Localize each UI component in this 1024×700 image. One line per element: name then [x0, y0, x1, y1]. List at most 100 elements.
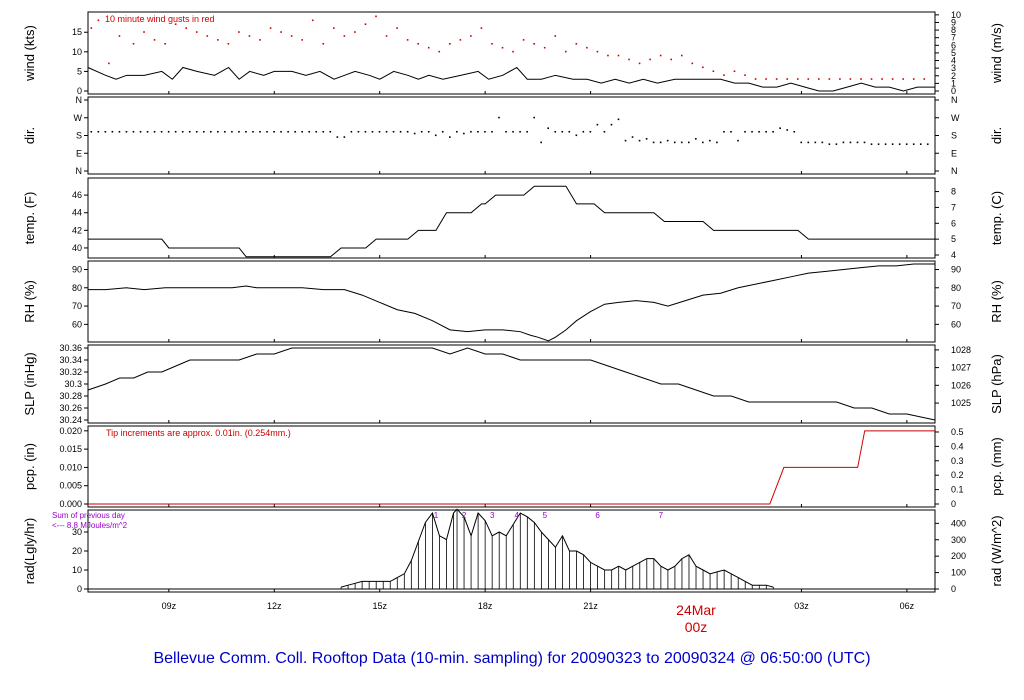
right-tick-label: 4 [951, 250, 956, 260]
dir-point [357, 130, 360, 133]
right-tick-label: W [951, 113, 960, 123]
left-tick-label: 0.005 [59, 481, 82, 491]
dir-point [350, 130, 353, 133]
gust-point [238, 31, 240, 33]
dir-point [399, 130, 402, 133]
left-tick-label: 42 [72, 225, 82, 235]
right-axis-label: dir. [989, 127, 1004, 144]
dir-point [266, 130, 268, 133]
dir-point [638, 139, 641, 142]
gust-point [849, 78, 852, 80]
left-tick-label: 0.015 [59, 444, 82, 454]
gust-point [108, 62, 110, 65]
dir-point [842, 141, 845, 144]
right-tick-label: 200 [951, 551, 966, 561]
gust-point [744, 74, 746, 76]
dir-point [744, 130, 746, 133]
right-tick-label: 2 [951, 71, 956, 81]
gust-point [575, 42, 578, 45]
dir-point [687, 141, 690, 144]
right-axis-label: rad (W/m^2) [989, 515, 1004, 586]
left-tick-label: 0 [77, 86, 82, 96]
gust-point [522, 39, 525, 41]
left-tick-label: W [74, 113, 83, 123]
dir-point [441, 130, 444, 133]
right-tick-label: 6 [951, 218, 956, 228]
left-tick-label: S [76, 131, 82, 141]
gust-point [385, 35, 388, 37]
left-tick-label: 0.020 [59, 426, 82, 436]
right-axis-label: wind (m/s) [989, 23, 1004, 84]
gust-point [554, 35, 557, 37]
panel-frame [87, 11, 936, 95]
right-tick-label: 5 [951, 234, 956, 244]
gust-point [470, 35, 472, 37]
dir-point [146, 130, 149, 133]
gust-point [712, 70, 715, 73]
left-tick-label: 46 [72, 190, 82, 200]
gust-point [448, 42, 451, 45]
dir-point [125, 130, 128, 133]
dir-point [652, 141, 655, 144]
gust-point [290, 35, 293, 37]
dir-point [519, 130, 521, 133]
right-axis-label: RH (%) [989, 280, 1004, 323]
right-tick-label: 0.2 [951, 470, 964, 480]
gust-point [343, 35, 346, 37]
dir-point [582, 130, 585, 133]
right-tick-label: 70 [951, 301, 961, 311]
left-tick-label: 80 [72, 283, 82, 293]
dir-point [181, 130, 184, 133]
right-tick-label: 1027 [951, 363, 971, 373]
dir-point [709, 139, 711, 142]
right-tick-label: 8 [951, 25, 956, 35]
date-label: 24Mar [676, 602, 716, 618]
dir-point [336, 136, 339, 138]
gust-point [280, 31, 282, 33]
pcp-line [88, 430, 935, 505]
gust-point [870, 78, 873, 80]
left-tick-label: 44 [72, 208, 82, 218]
dir-point [427, 130, 430, 133]
dir-point [891, 143, 894, 145]
dir-point [273, 130, 275, 133]
dir-point [617, 118, 620, 121]
dir-point [202, 130, 205, 133]
dir-point [526, 130, 528, 133]
dir-point [111, 130, 114, 133]
right-tick-label: 0 [951, 86, 956, 96]
gust-point [333, 27, 335, 29]
left-tick-label: N [76, 95, 83, 105]
right-tick-label: 400 [951, 518, 966, 528]
right-tick-label: 4 [951, 56, 956, 66]
hour-marker: 7 [659, 511, 664, 520]
panel-frame [87, 425, 936, 508]
gust-point [248, 35, 251, 37]
dir-point [456, 130, 458, 133]
gust-point [564, 50, 567, 53]
right-tick-label: 5 [951, 48, 956, 58]
left-tick-label: 0.000 [59, 499, 82, 509]
gust-point [839, 78, 841, 80]
gust-point [796, 78, 799, 80]
left-tick-label: 30.24 [59, 415, 82, 425]
dir-point [807, 141, 810, 144]
dir-point [603, 130, 606, 133]
left-tick-label: 90 [72, 264, 82, 274]
dir-point [575, 134, 578, 137]
gust-point [649, 58, 651, 61]
right-tick-label: 300 [951, 535, 966, 545]
gust-point [670, 58, 673, 61]
dir-point [470, 130, 472, 133]
dir-point [420, 130, 423, 133]
dir-point [188, 130, 191, 133]
right-tick-label: S [951, 131, 957, 141]
right-tick-label: N [951, 95, 958, 105]
gust-point [480, 27, 483, 29]
dir-point [554, 130, 557, 133]
left-tick-label: 30.26 [59, 403, 82, 413]
dir-point [448, 136, 451, 138]
right-tick-label: 6 [951, 40, 956, 50]
gust-point [628, 58, 630, 61]
